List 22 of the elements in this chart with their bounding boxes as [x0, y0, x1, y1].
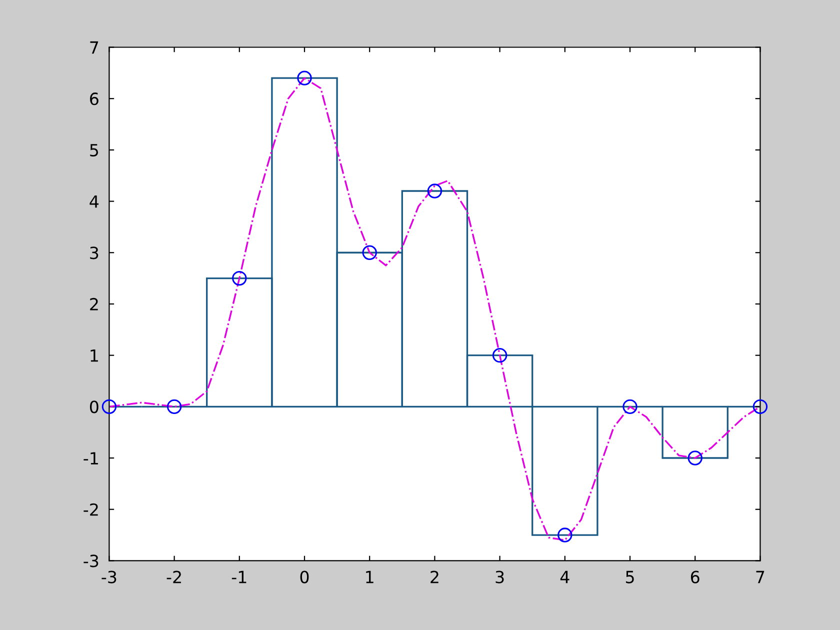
- x-tick-label: 1: [366, 570, 374, 584]
- x-tick-label: -3: [102, 570, 116, 584]
- y-tick-label: -3: [84, 554, 98, 568]
- y-tick-label: 6: [90, 92, 98, 106]
- y-tick-label: 1: [90, 350, 98, 362]
- x-tick-label: -1: [232, 570, 246, 584]
- x-tick-label: 4: [560, 570, 570, 584]
- x-tick-label: 3: [496, 570, 504, 584]
- y-tick-label: 0: [90, 400, 98, 414]
- x-tick-label: 2: [430, 570, 438, 584]
- x-tick-label: 7: [756, 570, 764, 584]
- x-tick-label: -2: [166, 570, 181, 584]
- y-tick-label: 3: [90, 246, 98, 260]
- x-tick-label: 6: [690, 570, 700, 584]
- y-tick-label: 4: [90, 195, 99, 208]
- y-tick-label: -1: [84, 452, 98, 464]
- x-tick-label: 0: [300, 570, 309, 584]
- y-tick-label: 2: [90, 298, 98, 310]
- x-tick-label: 5: [626, 570, 634, 584]
- y-tick-label: 5: [90, 144, 98, 157]
- y-tick-label: 7: [90, 41, 98, 54]
- y-tick-label: -2: [84, 503, 98, 516]
